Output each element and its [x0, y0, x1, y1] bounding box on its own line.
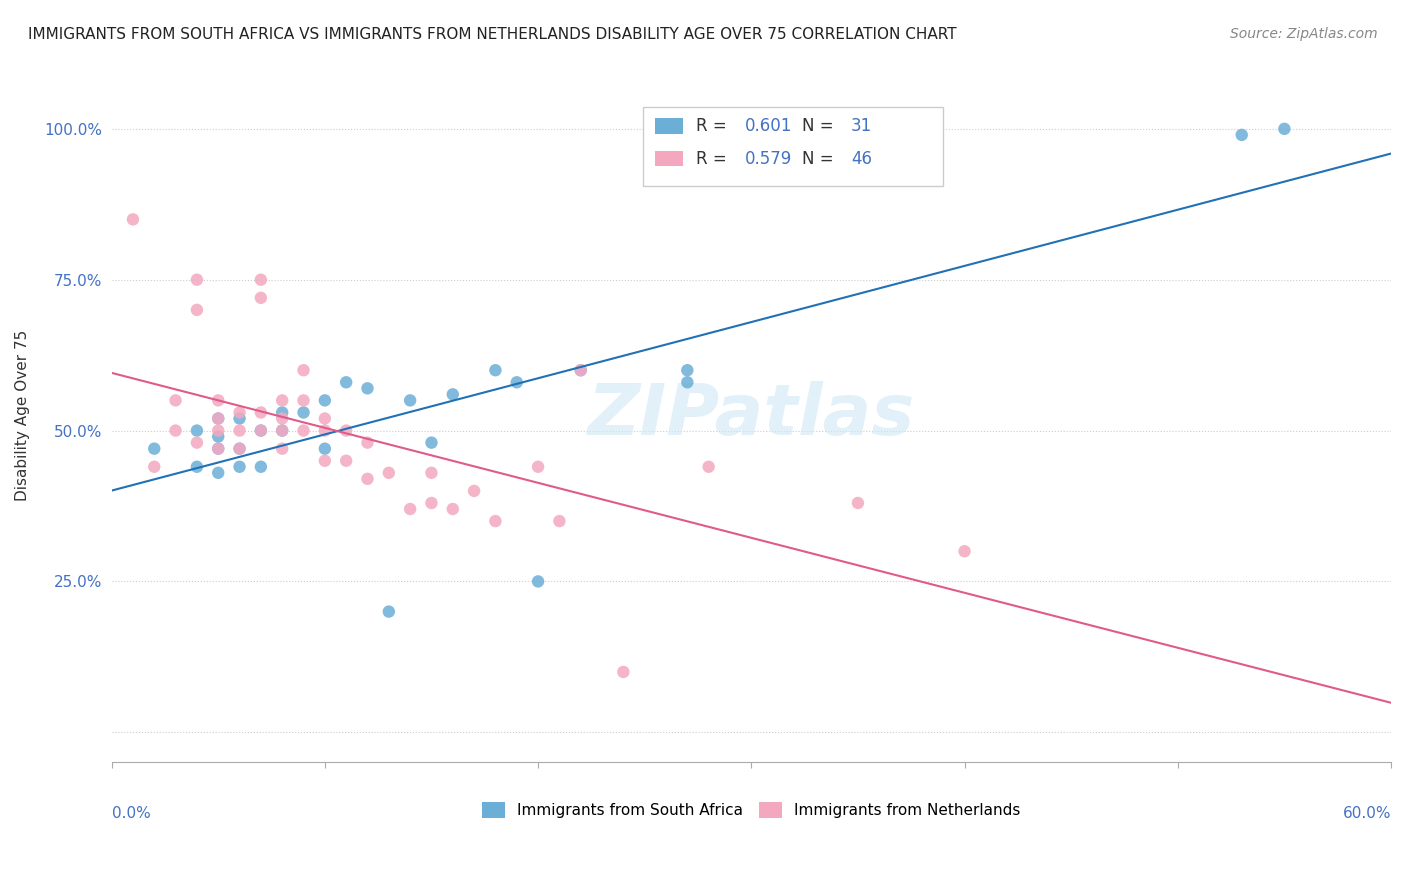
Point — [356, 472, 378, 486]
Point — [250, 424, 273, 438]
Point — [228, 442, 250, 456]
Point — [186, 435, 208, 450]
Point — [271, 424, 294, 438]
Point — [484, 363, 506, 377]
Point — [165, 393, 187, 408]
Point — [143, 459, 166, 474]
Point — [676, 363, 699, 377]
Point — [953, 544, 976, 558]
Point — [335, 454, 357, 468]
FancyBboxPatch shape — [643, 107, 943, 186]
Text: Source: ZipAtlas.com: Source: ZipAtlas.com — [1230, 27, 1378, 41]
Point — [1274, 121, 1296, 136]
Point — [250, 424, 273, 438]
Point — [314, 454, 336, 468]
Point — [356, 381, 378, 395]
Point — [228, 411, 250, 425]
Point — [420, 496, 443, 510]
Point — [463, 483, 485, 498]
Point — [271, 393, 294, 408]
Point — [143, 442, 166, 456]
Point — [228, 405, 250, 419]
Point — [399, 393, 422, 408]
Y-axis label: Disability Age Over 75: Disability Age Over 75 — [15, 330, 30, 501]
Point — [207, 393, 229, 408]
Text: N =: N = — [803, 117, 839, 135]
Point — [207, 429, 229, 443]
Point — [527, 459, 550, 474]
Point — [441, 387, 464, 401]
Point — [250, 273, 273, 287]
Point — [676, 376, 699, 390]
Point — [506, 376, 529, 390]
Point — [122, 212, 145, 227]
Text: 60.0%: 60.0% — [1343, 806, 1391, 821]
Point — [314, 442, 336, 456]
Point — [846, 496, 869, 510]
Point — [378, 605, 401, 619]
Point — [228, 442, 250, 456]
Point — [250, 459, 273, 474]
Text: 0.601: 0.601 — [745, 117, 793, 135]
Point — [697, 459, 720, 474]
Point — [314, 393, 336, 408]
Legend: Immigrants from South Africa, Immigrants from Netherlands: Immigrants from South Africa, Immigrants… — [477, 796, 1026, 824]
Point — [207, 411, 229, 425]
Point — [292, 363, 315, 377]
Text: ZIPatlas: ZIPatlas — [588, 381, 915, 450]
Point — [569, 363, 592, 377]
FancyBboxPatch shape — [655, 151, 683, 167]
Point — [271, 411, 294, 425]
Point — [165, 424, 187, 438]
Point — [207, 442, 229, 456]
Text: 46: 46 — [851, 150, 872, 168]
Point — [250, 291, 273, 305]
Point — [207, 411, 229, 425]
Point — [420, 435, 443, 450]
Point — [335, 424, 357, 438]
Point — [186, 424, 208, 438]
Point — [420, 466, 443, 480]
Point — [186, 302, 208, 317]
FancyBboxPatch shape — [655, 119, 683, 134]
Point — [569, 363, 592, 377]
Text: 31: 31 — [851, 117, 872, 135]
Point — [207, 442, 229, 456]
Point — [527, 574, 550, 589]
Point — [228, 424, 250, 438]
Point — [484, 514, 506, 528]
Point — [612, 665, 634, 679]
Text: R =: R = — [696, 150, 733, 168]
Text: R =: R = — [696, 117, 733, 135]
Point — [271, 442, 294, 456]
Point — [378, 466, 401, 480]
Point — [271, 424, 294, 438]
Point — [335, 376, 357, 390]
Point — [292, 405, 315, 419]
Point — [292, 393, 315, 408]
Point — [292, 424, 315, 438]
Text: 0.0%: 0.0% — [111, 806, 150, 821]
Text: N =: N = — [803, 150, 839, 168]
Point — [441, 502, 464, 516]
Point — [314, 411, 336, 425]
Point — [271, 405, 294, 419]
Point — [207, 466, 229, 480]
Point — [186, 459, 208, 474]
Point — [314, 424, 336, 438]
Point — [207, 424, 229, 438]
Point — [356, 435, 378, 450]
Point — [548, 514, 571, 528]
Point — [228, 459, 250, 474]
Point — [250, 405, 273, 419]
Point — [1230, 128, 1253, 142]
Text: IMMIGRANTS FROM SOUTH AFRICA VS IMMIGRANTS FROM NETHERLANDS DISABILITY AGE OVER : IMMIGRANTS FROM SOUTH AFRICA VS IMMIGRAN… — [28, 27, 956, 42]
Point — [186, 273, 208, 287]
Point — [399, 502, 422, 516]
Text: 0.579: 0.579 — [745, 150, 792, 168]
